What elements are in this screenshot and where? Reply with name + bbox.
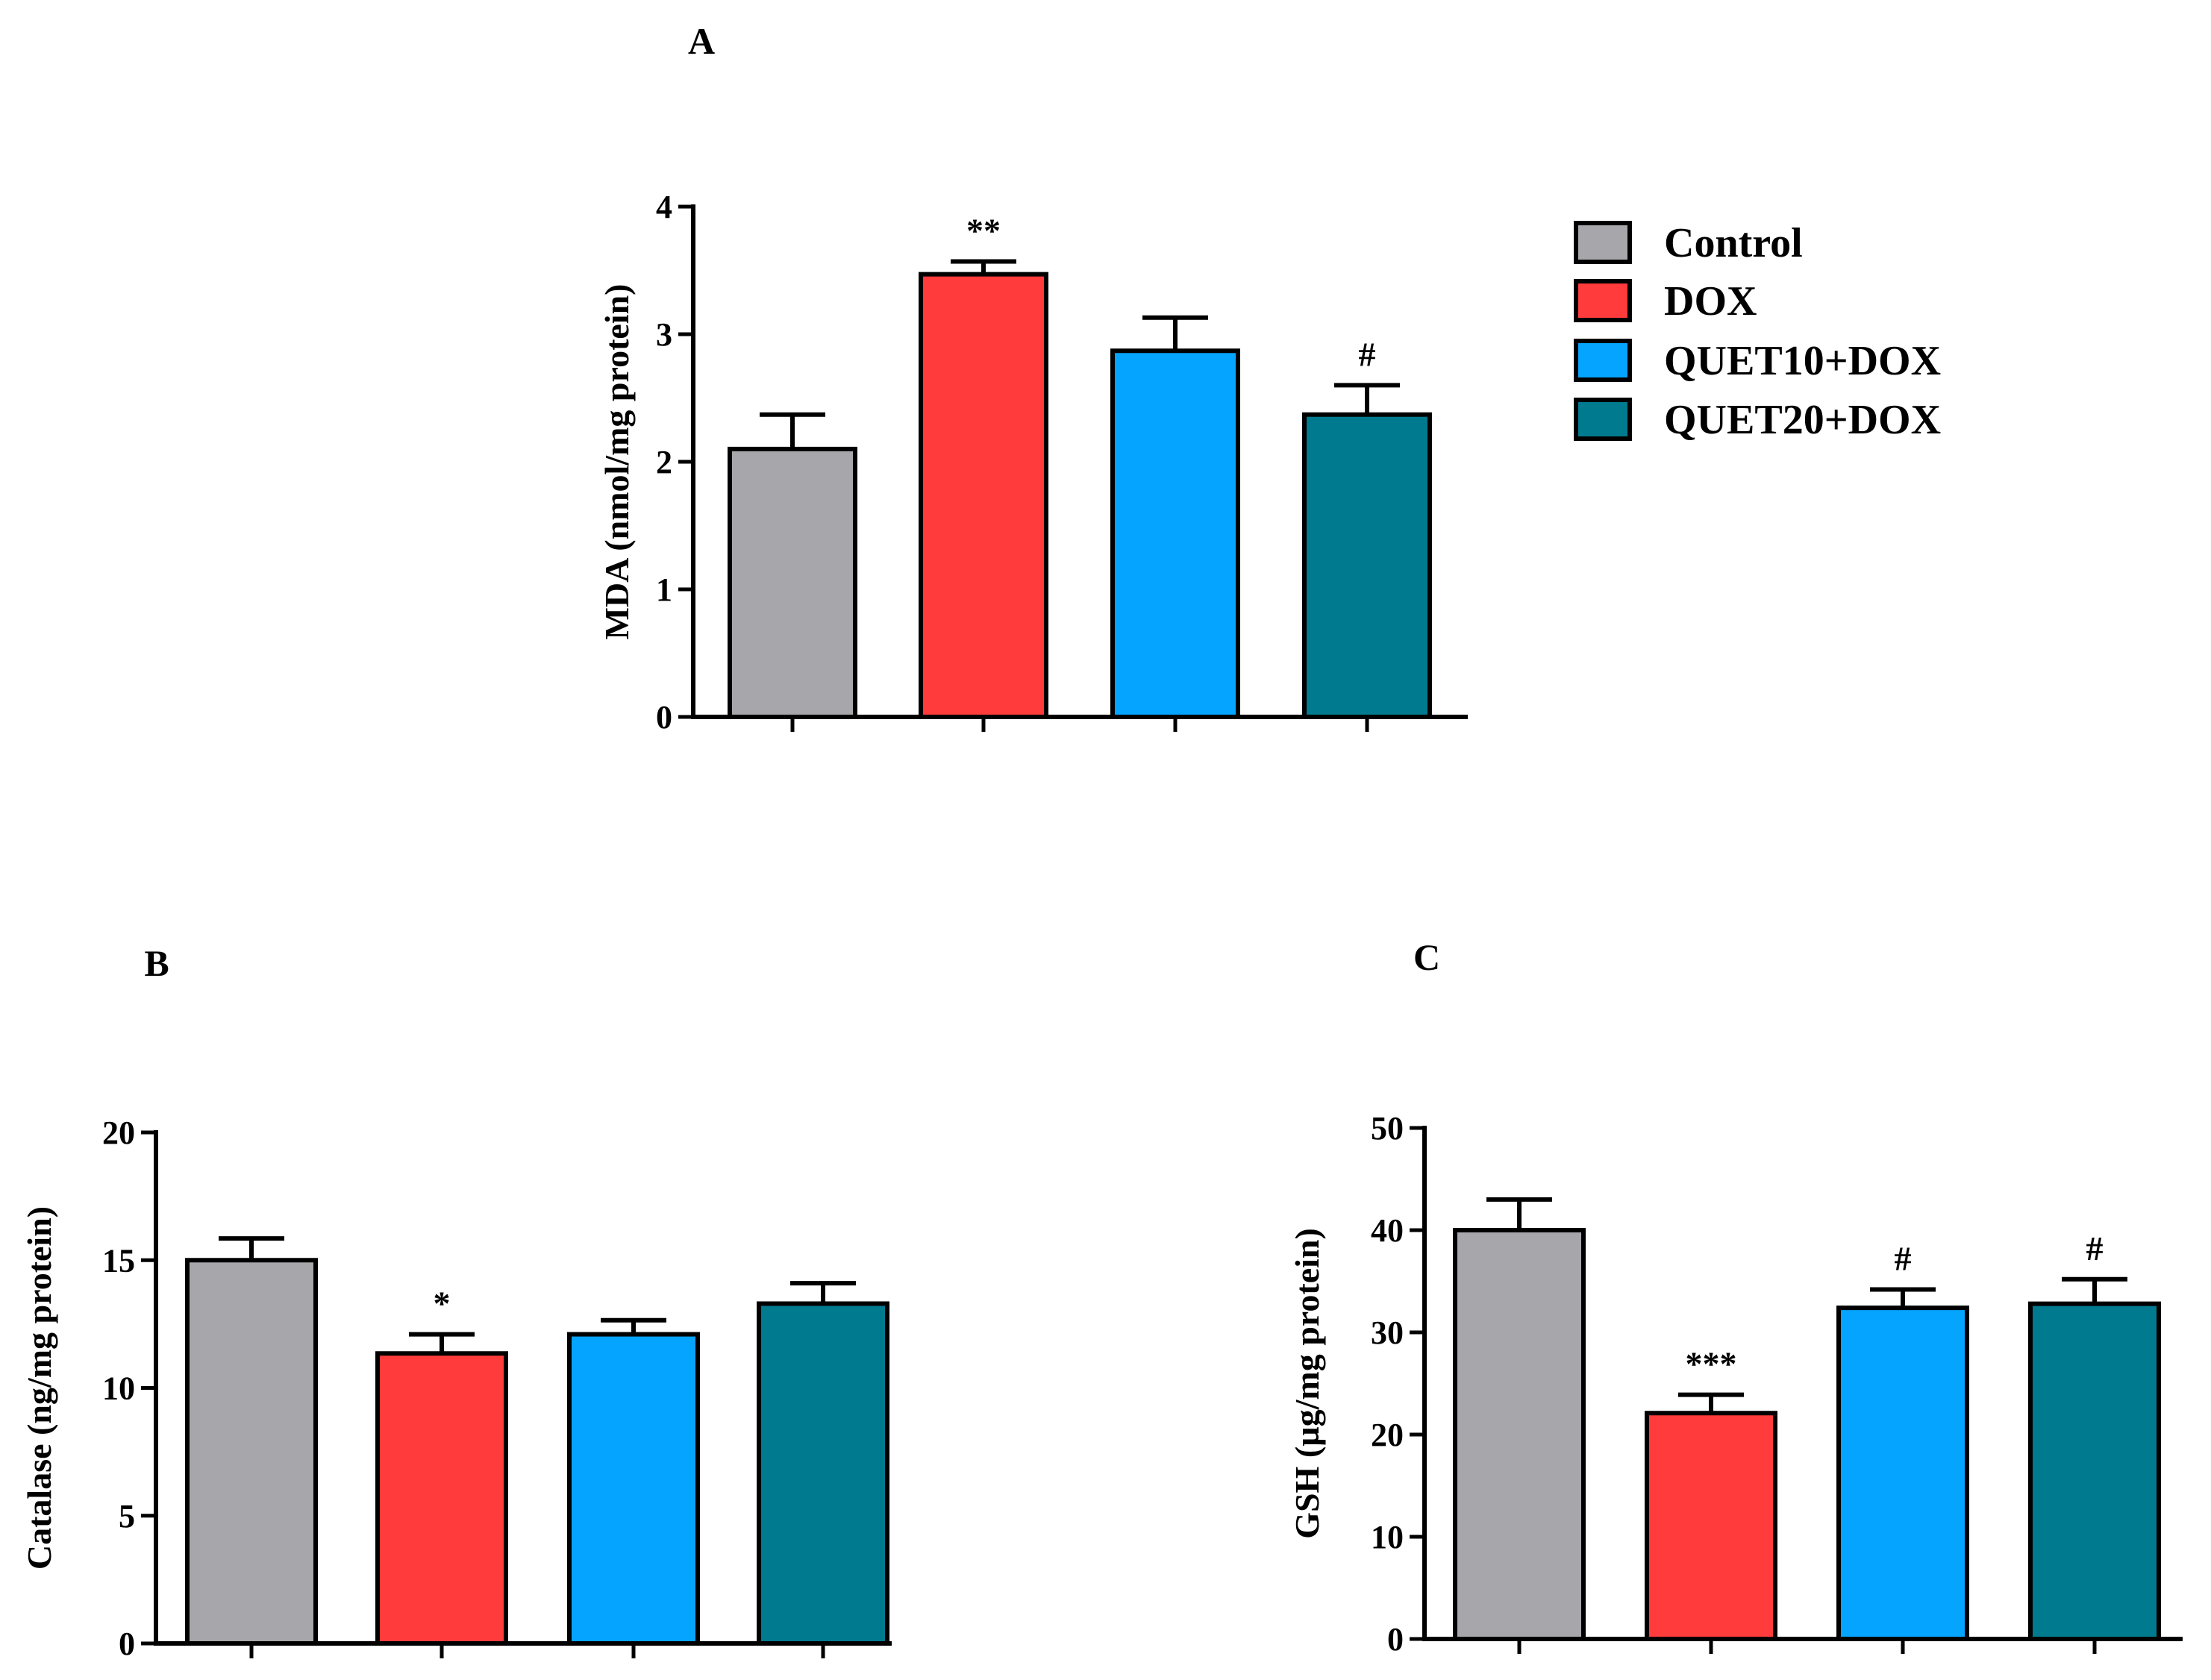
- y-tick-label: 20: [1371, 1417, 1404, 1453]
- significance-mark: #: [2086, 1229, 2104, 1267]
- bar-control: [1453, 1228, 1586, 1641]
- bar-control: [185, 1258, 318, 1646]
- legend-swatch: [1574, 221, 1632, 264]
- bar-dox: [919, 272, 1048, 719]
- bar-dox: [1645, 1411, 1777, 1641]
- y-tick-label: 10: [102, 1370, 135, 1407]
- significance-mark: #: [1895, 1239, 1912, 1277]
- y-tick-label: 3: [656, 316, 672, 353]
- y-tick-label: 0: [1387, 1621, 1404, 1658]
- y-tick-label: 0: [656, 699, 672, 736]
- significance-mark: *: [434, 1285, 451, 1323]
- legend: Control DOX QUET10+DOX QUET20+DOX: [1574, 220, 1941, 443]
- y-axis-label: Catalase (ng/mg protein): [20, 1206, 58, 1570]
- bar-quet20-dox: [1302, 412, 1432, 719]
- significance-mark: #: [1359, 335, 1376, 373]
- y-tick-label: 30: [1371, 1314, 1404, 1351]
- y-tick-label: 20: [102, 1115, 135, 1151]
- bar-quet10-dox: [567, 1332, 700, 1646]
- legend-label: Control: [1664, 220, 1803, 266]
- panel-label: C: [1413, 936, 1440, 978]
- legend-label: QUET20+DOX: [1664, 397, 1941, 443]
- chart-panel-a: A MDA (nmol/mg protein) ** #0 1 2 3 4: [598, 20, 1468, 736]
- y-tick-label: 15: [102, 1242, 135, 1279]
- significance-mark: ***: [1686, 1345, 1737, 1383]
- chart-panel-b: B Catalase (ng/mg protein) * 0 5 10 15 20: [20, 942, 892, 1662]
- bar-control: [728, 446, 857, 720]
- bar-quet20-dox: [2028, 1301, 2161, 1641]
- bar-quet10-dox: [1110, 348, 1240, 719]
- legend-swatch: [1574, 339, 1632, 382]
- bar-quet10-dox: [1836, 1306, 1969, 1641]
- legend-label: QUET10+DOX: [1664, 338, 1941, 384]
- legend-label: DOX: [1664, 278, 1757, 325]
- panel-label: B: [144, 942, 169, 984]
- y-axis-label: GSH (µg/mg protein): [1288, 1228, 1326, 1539]
- y-tick-label: 5: [119, 1498, 135, 1535]
- y-tick-label: 0: [119, 1626, 135, 1662]
- y-tick-label: 2: [656, 444, 672, 480]
- bar-quet20-dox: [757, 1301, 889, 1646]
- legend-swatch: [1574, 398, 1632, 441]
- y-tick-label: 50: [1371, 1110, 1404, 1147]
- significance-mark: **: [966, 212, 1001, 250]
- chart-panel-c: C GSH (µg/mg protein) *** # #0 10 20 30 40 50: [1288, 936, 2183, 1658]
- y-tick-label: 10: [1371, 1519, 1404, 1555]
- y-tick-label: 40: [1371, 1212, 1404, 1249]
- bar-dox: [375, 1351, 508, 1646]
- legend-swatch: [1574, 279, 1632, 322]
- y-axis-label: MDA (nmol/mg protein): [598, 283, 636, 639]
- y-tick-label: 4: [656, 189, 672, 225]
- panel-label: A: [688, 20, 715, 62]
- y-tick-label: 1: [656, 571, 672, 608]
